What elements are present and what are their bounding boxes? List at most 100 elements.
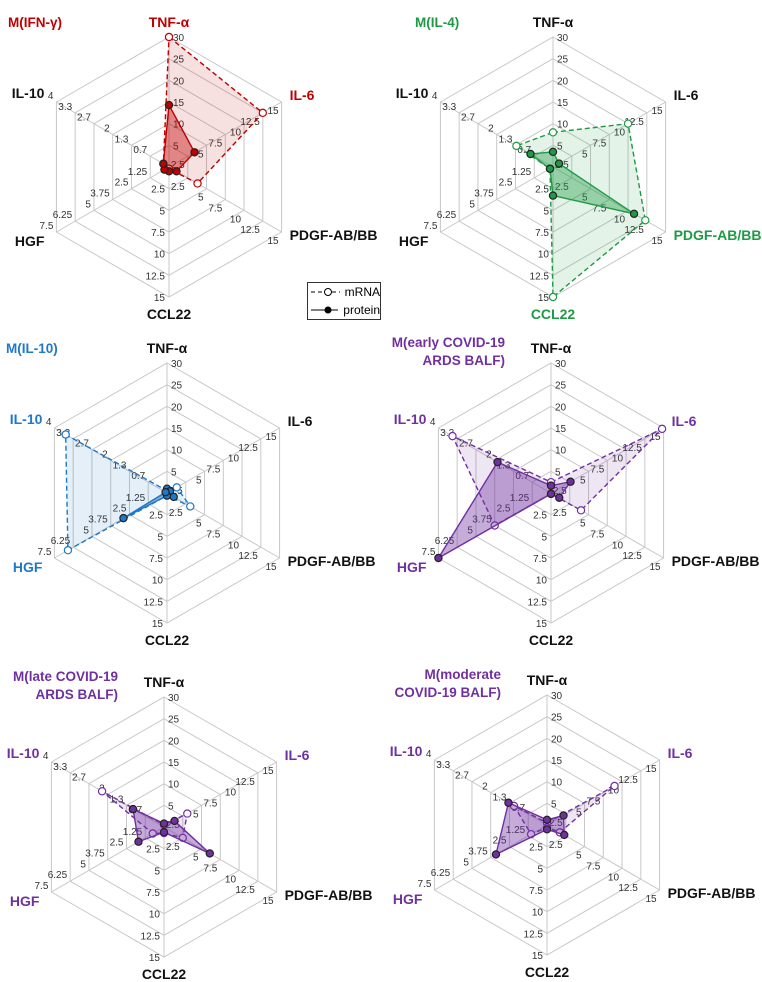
tick-label: 15 [645,894,657,905]
tick-label: 15 [536,619,548,630]
chart-title: ARDS BALF) [36,687,119,702]
tick-label: 2.5 [149,511,163,522]
tick-label: 2.7 [72,773,86,784]
mrna-point [258,108,268,118]
tick-label: 15 [262,896,274,907]
protein-point [546,489,556,499]
tick-label: 1.25 [510,493,530,504]
tick-label: 2 [102,450,108,461]
radar-chart-1: 51015202530TNF-α2.557.51012.515IL-62.557… [8,14,377,322]
protein-point [526,149,535,159]
protein-point [128,804,138,814]
tick-label: 10 [228,540,240,551]
axis-label: CCL22 [529,632,574,648]
mrna-point [548,292,558,302]
axis-label: HGF [399,233,429,249]
axis-label: IL-10 [10,411,43,427]
protein-point [629,209,639,218]
tick-label: 6.25 [435,536,455,547]
tick-label: 3.75 [474,189,494,200]
tick-label: 7.5 [592,204,606,215]
tick-label: 2.5 [166,820,180,831]
tick-label: 10 [551,778,563,789]
tick-label: 5 [193,853,199,864]
tick-label: 10 [173,120,185,131]
tick-label: 10 [171,446,183,457]
tick-label: 12.5 [144,597,164,608]
tick-label: 7.5 [422,547,436,558]
tick-label: 15 [262,766,274,777]
tick-label: 5 [543,206,549,217]
tick-label: 12.5 [622,551,642,562]
tick-label: 2 [104,124,110,135]
mrna-point [61,430,70,439]
protein-point [560,830,569,840]
tick-label: 3.3 [442,102,456,113]
tick-label: 1.25 [123,827,143,838]
tick-label: 25 [173,55,185,66]
tick-label: 2.7 [461,113,475,124]
tick-label: 5 [193,809,199,820]
tick-label: 1.3 [115,134,129,145]
tick-label: 2.5 [115,178,129,189]
tick-label: 15 [267,236,279,247]
tick-label: 10 [168,780,180,791]
tick-label: 4 [46,417,52,428]
legend-label-protein: protein [343,303,380,317]
tick-label: 7.5 [206,530,220,541]
tick-label: 12.5 [240,117,260,128]
axis-label: IL-10 [394,411,427,427]
tick-label: 7.5 [533,554,547,565]
protein-point [566,477,575,486]
tick-label: 5 [168,801,174,812]
protein-point [172,167,181,176]
tick-label: 10 [538,250,550,261]
tick-label: 25 [557,55,569,66]
chart-title: M(IFN-γ) [8,15,62,30]
tick-label: 7.5 [529,886,543,897]
tick-label: 2 [488,124,494,135]
mrna-point [172,483,181,492]
protein-point [205,849,214,858]
tick-label: 15 [173,98,185,109]
tick-label: 15 [555,424,567,435]
tick-label: 2.5 [533,511,547,522]
tick-label: 20 [168,736,180,747]
axis-label: CCL22 [142,966,187,982]
protein-point [119,513,128,523]
tick-label: 25 [171,381,183,392]
tick-label: 0.7 [515,471,529,482]
tick-label: 12.5 [618,775,638,786]
axis-label: HGF [15,233,45,249]
tick-label: 2.5 [499,178,513,189]
tick-label: 2.7 [455,771,469,782]
tick-label: 5 [154,866,160,877]
tick-label: 1.25 [512,167,532,178]
tick-label: 5 [198,193,204,204]
dashed-open-circle-icon [311,288,340,296]
axis-label: CCL22 [525,964,570,980]
protein-point [548,191,558,200]
tick-label: 6.25 [437,210,457,221]
tick-label: 1.3 [497,460,511,471]
tick-label: 25 [168,715,180,726]
chart-title: ARDS BALF) [423,353,506,368]
tick-label: 5 [171,467,177,478]
axis-label: IL-10 [12,85,45,101]
tick-label: 12.5 [624,225,644,236]
mrna-point [183,809,192,818]
tick-label: 7.5 [424,221,438,232]
chart-title: M(IL-4) [415,15,459,30]
tick-label: 5 [85,199,91,210]
tick-label: 1.3 [113,460,127,471]
tick-label: 6.25 [53,210,73,221]
tick-label: 7.5 [586,797,600,808]
tick-label: 30 [551,691,563,702]
tick-label: 2.5 [166,842,180,853]
tick-label: 5 [576,807,582,818]
tick-label: 4 [426,749,432,760]
axis-line [552,101,666,168]
axis-label: PDGF-AB/BB [285,887,373,903]
tick-label: 15 [651,106,663,117]
protein-point [159,828,169,837]
